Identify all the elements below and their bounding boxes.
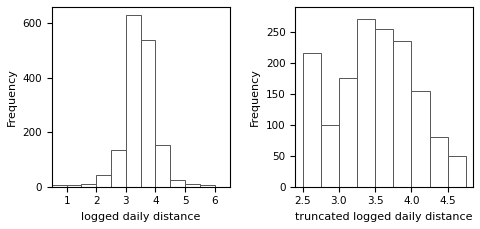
Y-axis label: Frequency: Frequency	[251, 68, 260, 126]
Bar	[339, 78, 357, 187]
Bar	[52, 185, 67, 187]
Bar	[141, 40, 156, 187]
Bar	[111, 150, 126, 187]
Bar	[200, 185, 215, 187]
Bar	[96, 174, 111, 187]
Bar	[430, 137, 448, 187]
Bar	[411, 91, 430, 187]
Bar	[393, 41, 411, 187]
Bar	[321, 125, 339, 187]
Y-axis label: Frequency: Frequency	[7, 68, 17, 126]
Bar	[82, 184, 96, 187]
Bar	[170, 180, 185, 187]
Bar	[126, 15, 141, 187]
Bar	[375, 29, 393, 187]
Bar	[448, 156, 466, 187]
X-axis label: truncated logged daily distance: truncated logged daily distance	[296, 212, 473, 222]
Bar	[67, 185, 82, 187]
X-axis label: logged daily distance: logged daily distance	[81, 212, 200, 222]
Bar	[357, 19, 375, 187]
Bar	[156, 144, 170, 187]
Bar	[185, 184, 200, 187]
Bar	[302, 53, 321, 187]
